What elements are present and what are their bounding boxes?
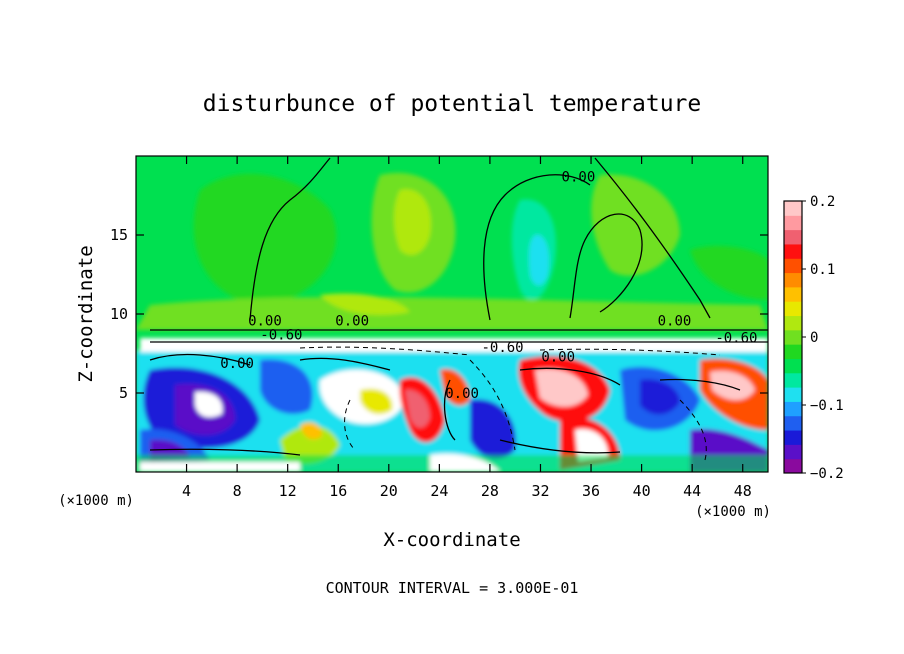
colorbar-tick-label: −0.2	[810, 466, 844, 482]
x-tick-label: 36	[582, 482, 600, 500]
colorbar-swatch	[784, 201, 802, 216]
colorbar-swatch	[784, 315, 802, 331]
contour-label: 0.00	[248, 313, 282, 329]
colorbar-tick-label: 0.1	[810, 262, 835, 278]
colorbar-tick-label: −0.1	[810, 398, 844, 414]
colorbar-tick-label: 0	[810, 330, 818, 346]
contour-labels: 0.000.00 0.00 0.00-0.60-0.600.000.000.00-0…	[220, 170, 757, 402]
colorbar-swatch	[784, 387, 802, 402]
colorbar-swatch	[784, 286, 802, 302]
y-unit-label: (×1000 m)	[58, 493, 134, 509]
y-axis: 5 10 15	[110, 226, 768, 402]
contour-label: 0.00	[220, 356, 254, 372]
colorbar-swatch	[784, 229, 802, 245]
colorbar-swatch	[784, 358, 802, 374]
colorbar-swatch	[784, 401, 802, 417]
x-tick-label: 4	[182, 482, 191, 500]
y-tick-label: 5	[119, 384, 128, 402]
colorbar-swatch	[784, 215, 802, 231]
x-tick-label: 44	[683, 482, 701, 500]
colorbar-ticks: 0.2 0.1 0 −0.1 −0.2	[802, 194, 844, 482]
x-tick-label: 28	[481, 482, 499, 500]
colorbar-swatch	[784, 329, 802, 345]
colorbar-swatch	[784, 272, 802, 288]
x-tick-label: 16	[329, 482, 347, 500]
colorbar-swatch	[784, 344, 802, 359]
contour-label: 0.00	[445, 386, 479, 402]
y-tick-label: 10	[110, 305, 128, 323]
y-tick-label: 15	[110, 226, 128, 244]
y-axis-label: Z-coordinate	[75, 245, 97, 382]
colorbar-swatch	[784, 243, 802, 259]
chart-title: disturbunce of potential temperature	[203, 91, 702, 117]
x-tick-label: 8	[233, 482, 242, 500]
contour-label: 0.00	[335, 313, 369, 329]
x-axis: 4 8 12 16 20 24 28 32 36 40 44 48	[182, 156, 752, 500]
x-tick-label: 24	[430, 482, 448, 500]
x-unit-label: (×1000 m)	[695, 504, 771, 520]
colorbar-swatch	[784, 444, 802, 460]
colorbar-swatch	[784, 430, 802, 445]
x-axis-label: X-coordinate	[383, 529, 520, 551]
colorbar	[783, 200, 803, 474]
colorbar-swatch	[784, 415, 802, 431]
contour-label: -0.60	[260, 328, 302, 344]
contour-interval-note: CONTOUR INTERVAL = 3.000E-01	[326, 579, 579, 597]
contour-label: 0.00	[562, 170, 596, 186]
x-tick-label: 12	[279, 482, 297, 500]
colorbar-swatch	[784, 301, 802, 317]
colorbar-swatch	[784, 458, 802, 474]
colorbar-tick-label: 0.2	[810, 194, 835, 210]
x-tick-label: 40	[633, 482, 651, 500]
x-tick-label: 48	[734, 482, 752, 500]
contour-label: 0.00	[658, 313, 692, 329]
heatmap-field	[136, 156, 768, 472]
x-tick-label: 20	[380, 482, 398, 500]
contour-label: 0.00	[541, 350, 575, 366]
colorbar-swatch	[784, 372, 802, 388]
contour-label: -0.60	[481, 340, 523, 356]
colorbar-swatch	[784, 258, 802, 274]
x-tick-label: 32	[531, 482, 549, 500]
contour-label: -0.60	[715, 331, 757, 347]
